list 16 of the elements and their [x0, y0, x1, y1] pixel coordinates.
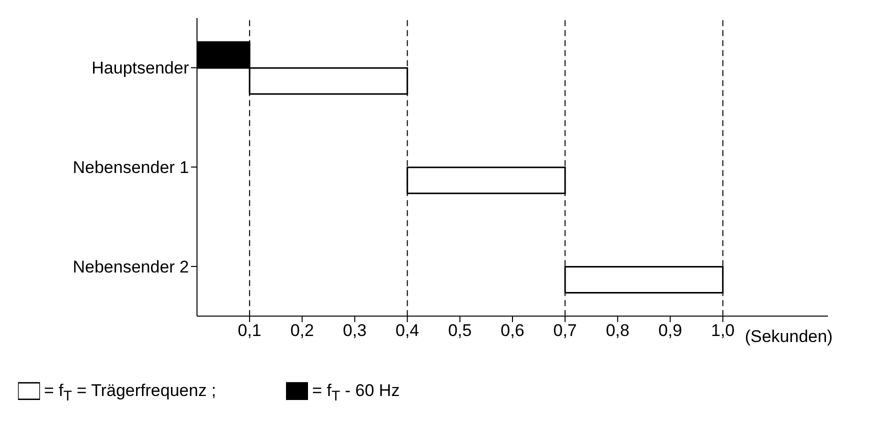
x-tick-label: 0,6 — [500, 321, 524, 340]
x-tick-label: 0,7 — [553, 321, 577, 340]
x-tick-label: 0,9 — [658, 321, 682, 340]
x-tick-label: 0,8 — [606, 321, 630, 340]
y-tick-label: Nebensender 2 — [72, 257, 189, 276]
legend-label: = f$_{T}$ - 60 Hz — [312, 380, 400, 404]
x-tick-label: 0,3 — [342, 321, 367, 340]
x-tick-label: 0,2 — [290, 321, 314, 340]
y-tick-label: Nebensender 1 — [72, 158, 189, 178]
x-tick-label: 0,4 — [396, 321, 420, 340]
x-tick-label: 0,5 — [448, 321, 472, 340]
x-axis-title: (Sekunden) — [744, 327, 833, 346]
legend-label: = f$_{T}$ = Trägerfrequenz ; — [44, 380, 216, 404]
y-tick-label: Hauptsender — [92, 58, 190, 78]
x-tick-label: 0,1 — [238, 321, 262, 340]
x-tick-label: 1,0 — [711, 321, 735, 340]
